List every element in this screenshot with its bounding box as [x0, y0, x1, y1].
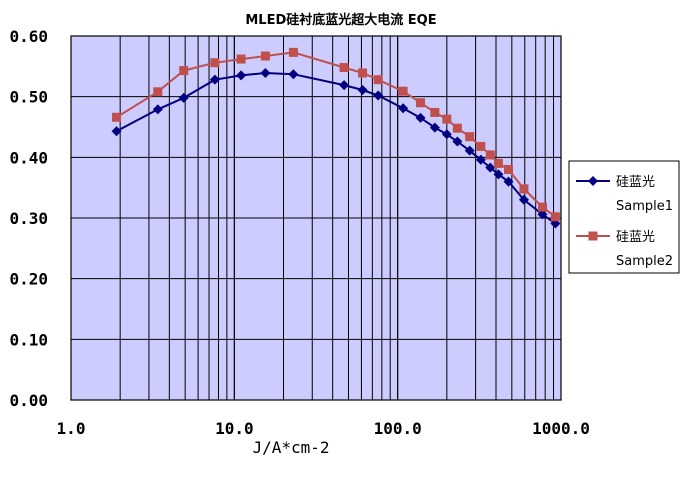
data-point [519, 184, 529, 194]
data-point [429, 122, 440, 133]
data-point [475, 154, 486, 165]
y-tick-label: 0.00 [9, 391, 48, 410]
data-point [503, 176, 514, 187]
data-point [339, 63, 349, 73]
y-tick-label: 0.40 [9, 148, 48, 167]
data-point [398, 103, 409, 114]
data-point [476, 141, 486, 151]
series-layer [111, 47, 561, 229]
data-point [493, 158, 503, 168]
y-tick-label: 0.30 [9, 209, 48, 228]
legend: 硅蓝光 Sample1 硅蓝光 Sample2 [568, 160, 680, 274]
data-point [518, 194, 529, 205]
data-point [464, 145, 475, 156]
tick-labels: 0.00 0.10 0.20 0.30 0.40 0.50 0.60 1.0 10.0 100.0… [9, 27, 589, 438]
legend-marker [588, 176, 598, 186]
data-point [415, 112, 426, 123]
data-point [503, 164, 513, 174]
legend-label: Sample2 [616, 254, 673, 269]
data-point [550, 212, 560, 222]
data-point [493, 169, 504, 180]
data-point [485, 150, 495, 160]
y-tick-label: 0.20 [9, 270, 48, 289]
data-point [339, 80, 350, 91]
data-point [357, 84, 368, 95]
data-point [537, 209, 548, 220]
legend-box [568, 160, 680, 274]
data-point [441, 129, 452, 140]
x-axis-label: J/A*cm-2 [252, 438, 329, 457]
data-point [442, 114, 452, 124]
data-point [236, 70, 247, 81]
chart-title: MLED硅衬底蓝光超大电流 EQE [245, 12, 436, 28]
data-point [485, 162, 496, 173]
data-point [373, 75, 383, 85]
legend-label: 硅蓝光 [616, 175, 655, 190]
data-point [179, 66, 189, 76]
plot-border [70, 35, 562, 401]
y-tick-label: 0.60 [9, 27, 48, 46]
data-point [152, 104, 163, 115]
data-point [358, 68, 368, 78]
x-tick-label: 1.0 [57, 419, 86, 438]
data-point [288, 47, 298, 57]
data-point [260, 68, 271, 79]
data-point [210, 58, 220, 68]
data-point [398, 86, 408, 96]
y-tick-label: 0.50 [9, 88, 48, 107]
x-tick-label: 100.0 [374, 419, 422, 438]
data-point [209, 74, 220, 85]
data-point [452, 123, 462, 133]
x-tick-label: 1000.0 [532, 419, 590, 438]
data-point [260, 51, 270, 61]
data-point [236, 54, 246, 64]
data-point [416, 98, 426, 108]
data-point [373, 90, 384, 101]
legend-marker [588, 231, 598, 241]
legend-label: Sample1 [616, 199, 673, 214]
data-point [452, 136, 463, 147]
data-point [178, 92, 189, 103]
series-2 [112, 47, 560, 222]
data-point [111, 126, 122, 137]
data-point [153, 87, 163, 97]
data-point [112, 112, 122, 122]
y-tick-label: 0.10 [9, 330, 48, 349]
series-1 [111, 68, 561, 229]
data-point [430, 107, 440, 117]
legend-label: 硅蓝光 [616, 230, 655, 245]
x-tick-label: 10.0 [215, 419, 254, 438]
data-point [465, 132, 475, 142]
data-point [537, 202, 547, 212]
data-point [288, 69, 299, 80]
